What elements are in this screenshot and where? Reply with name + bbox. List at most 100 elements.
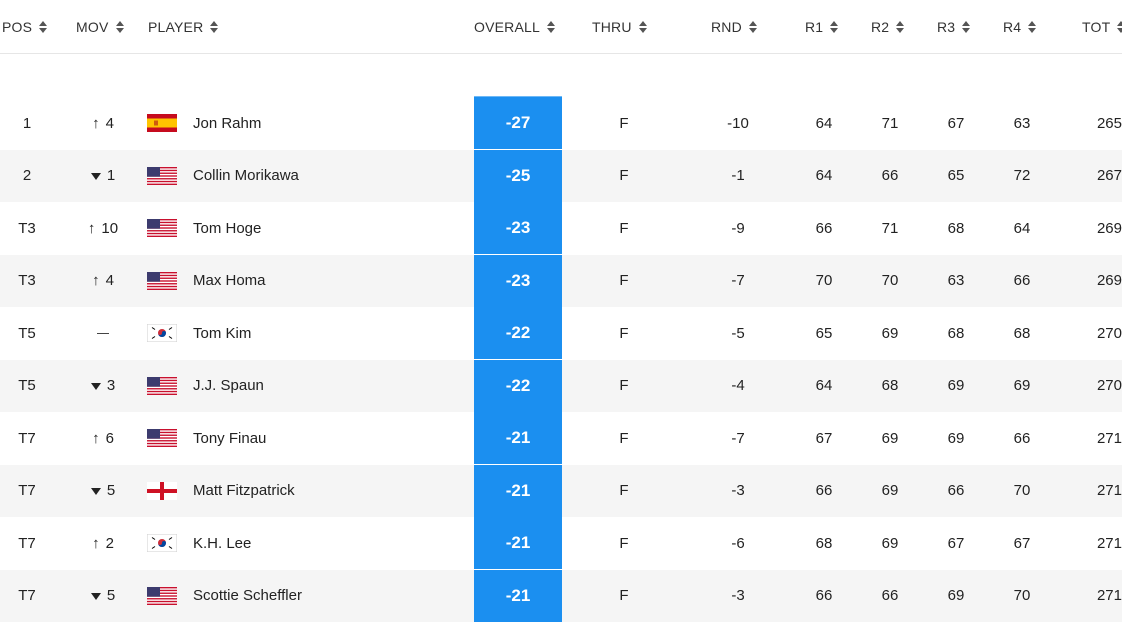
sort-player-header[interactable]: PLAYER [148,0,219,53]
table-row[interactable]: T7 5 Scottie Scheffler -21 F -3 66 66 69… [0,569,1122,622]
r3-cell: 65 [947,167,965,184]
r2-cell: 66 [881,167,899,184]
position-cell: T7 [18,534,36,552]
thru-cell: F [619,377,629,394]
korea-flag-icon [147,534,177,552]
r3-cell: 69 [947,377,965,394]
r4-cell: 64 [1013,219,1031,237]
overall-score-cell: -23 [474,254,562,307]
table-row[interactable]: T5 Tom Kim -22 F -5 65 69 68 68 270 [0,307,1122,359]
player-name-link[interactable]: Tom Kim [193,324,252,342]
round-score-cell: -1 [731,167,745,184]
position-cell: T3 [18,272,36,289]
sort-mov-header[interactable]: MOV [76,0,125,53]
table-row[interactable]: 1 ↑ 4 Jon Rahm -27 F -10 64 71 67 63 265 [0,97,1122,149]
position-cell: T5 [18,377,36,394]
sort-r4-header[interactable]: R4 [1003,0,1037,53]
movement-cell: 3 [78,360,128,412]
flag-cell [147,465,178,517]
sort-icon [748,20,758,33]
r3-cell: 63 [947,272,965,289]
sort-icon [547,20,556,33]
no-change-dash-icon [97,332,109,334]
movement-value: 5 [106,587,116,604]
position-cell: T7 [18,429,36,447]
sort-icon [1028,20,1037,33]
player-name-link[interactable]: Collin Morikawa [193,167,299,184]
r2-cell: 71 [881,219,899,237]
movement-cell: ↑ 10 [78,202,128,254]
player-name-link[interactable]: J.J. Spaun [193,377,264,394]
player-name-link[interactable]: Jon Rahm [193,114,262,132]
sort-r3-header[interactable]: R3 [937,0,971,53]
r1-cell: 68 [815,534,833,552]
table-row[interactable]: T5 3 J.J. Spaun -22 F -4 64 68 69 69 270 [0,359,1122,412]
movement-cell: ↑ 4 [78,97,128,149]
r4-cell: 63 [1013,114,1031,132]
movement-cell: 1 [78,150,128,202]
sort-icon [830,20,839,33]
r4-cell: 66 [1013,429,1031,447]
pos-header-label: POS [2,18,33,35]
r3-cell: 67 [947,114,965,132]
total-cell: 271 [1096,534,1122,552]
total-cell: 269 [1096,219,1122,237]
player-name-link[interactable]: Scottie Scheffler [193,587,302,604]
r2-cell: 69 [881,534,899,552]
usa-flag-icon [147,271,177,290]
sort-rnd-header[interactable]: RND [711,0,758,53]
thru-cell: F [619,272,629,289]
table-row[interactable]: T7 5 Matt Fitzpatrick -21 F -3 66 69 66 … [0,464,1122,517]
thru-cell: F [619,219,629,237]
overall-score-cell: -23 [474,202,562,254]
player-header-label: PLAYER [148,18,204,35]
player-name-link[interactable]: K.H. Lee [193,534,252,552]
round-score-cell: -3 [731,482,745,499]
usa-flag-icon [147,376,177,395]
position-cell: T7 [18,587,36,604]
overall-score-cell: -27 [474,97,562,149]
movement-cell: ↑ 2 [78,517,128,569]
position-cell: T7 [18,482,36,499]
player-name-link[interactable]: Matt Fitzpatrick [193,482,295,499]
round-score-cell: -5 [731,324,745,342]
table-row[interactable]: T7 ↑ 2 K.H. Lee -21 F -6 68 69 67 67 271 [0,517,1122,569]
player-name-link[interactable]: Tom Hoge [193,219,262,237]
usa-flag-icon [147,219,177,237]
overall-score-cell: -22 [474,307,562,359]
arrow-up-icon: ↑ [92,534,100,552]
flag-cell [147,360,178,412]
table-row[interactable]: T3 ↑ 4 Max Homa -23 F -7 70 70 63 66 269 [0,254,1122,307]
sort-icon [1117,20,1122,33]
flag-cell [147,307,178,359]
triangle-down-icon [90,592,101,600]
total-cell: 271 [1096,587,1122,604]
round-score-cell: -10 [727,114,749,132]
r1-cell: 64 [815,377,833,394]
table-row[interactable]: T3 ↑ 10 Tom Hoge -23 F -9 66 71 68 64 269 [0,202,1122,254]
flag-cell [147,150,178,202]
overall-score-cell: -22 [474,359,562,412]
movement-value: 4 [105,272,114,289]
sort-pos-header[interactable]: POS [2,0,48,53]
thru-cell: F [619,587,629,604]
sort-r1-header[interactable]: R1 [805,0,839,53]
sort-thru-header[interactable]: THRU [592,0,648,53]
sort-overall-header[interactable]: OVERALL [474,0,556,53]
total-cell: 269 [1096,272,1122,289]
sort-icon [962,20,971,33]
r3-cell: 66 [947,482,965,499]
r2-cell: 71 [881,114,899,132]
sort-r2-header[interactable]: R2 [871,0,905,53]
usa-flag-icon [147,586,177,605]
thru-cell: F [619,167,629,184]
r1-header-label: R1 [805,18,824,35]
sort-tot-header[interactable]: TOT [1082,0,1122,53]
movement-cell [78,307,128,359]
player-name-link[interactable]: Max Homa [193,272,266,289]
table-row[interactable]: T7 ↑ 6 Tony Finau -21 F -7 67 69 69 66 27… [0,412,1122,464]
total-cell: 270 [1096,377,1122,394]
player-name-link[interactable]: Tony Finau [193,429,267,447]
overall-score-cell: -21 [474,517,562,569]
table-row[interactable]: 2 1 Collin Morikawa -25 F -1 64 66 65 72… [0,149,1122,202]
